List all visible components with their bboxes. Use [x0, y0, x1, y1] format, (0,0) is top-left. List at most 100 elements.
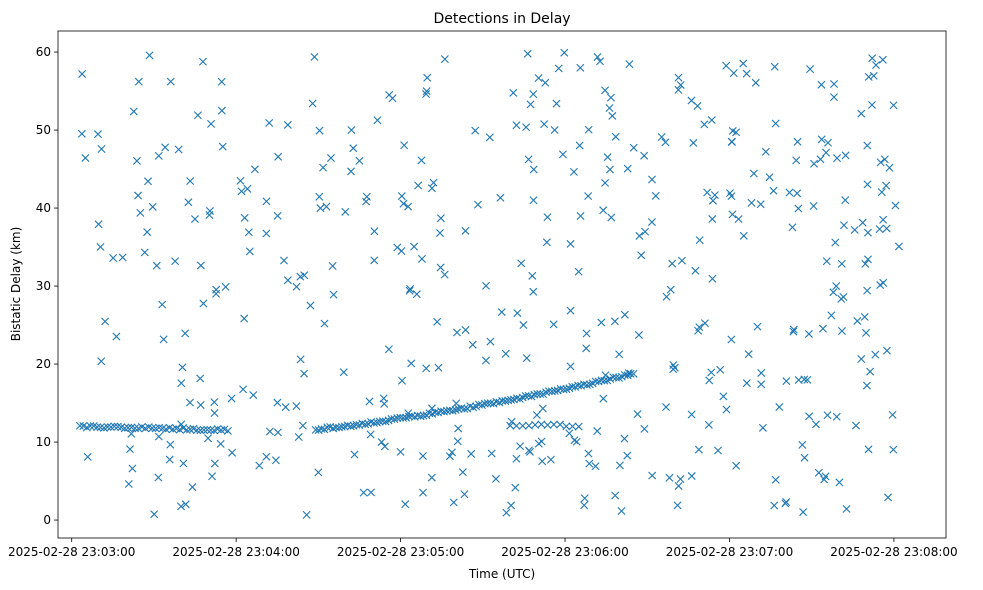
detection-point	[534, 74, 543, 83]
detection-point	[708, 274, 717, 283]
detection-point	[703, 188, 712, 197]
detection-point	[879, 215, 888, 224]
detection-point	[523, 49, 532, 58]
detection-point	[562, 422, 571, 431]
detection-point	[143, 228, 152, 237]
detection-point	[744, 350, 753, 359]
x-tick-label: 2025-02-28 23:04:00	[172, 545, 299, 559]
detection-point	[584, 449, 593, 458]
detection-point	[507, 417, 516, 426]
detection-point	[502, 508, 511, 517]
detection-point	[782, 377, 791, 386]
detection-point	[396, 447, 405, 456]
detection-point	[625, 60, 634, 69]
detection-point	[97, 145, 106, 154]
detection-point	[296, 272, 305, 281]
detection-point	[775, 403, 784, 412]
x-tick-label: 2025-02-28 23:07:00	[666, 545, 793, 559]
detection-point	[337, 422, 346, 431]
detection-point	[771, 119, 780, 128]
detection-point	[788, 223, 797, 232]
detection-point	[839, 221, 848, 230]
detection-point	[404, 409, 413, 418]
detection-point	[210, 459, 219, 468]
detection-point	[789, 327, 798, 336]
detection-point	[888, 410, 897, 419]
detection-point	[629, 143, 638, 152]
detection-point	[687, 410, 696, 419]
detection-point	[517, 259, 526, 268]
detection-point	[177, 502, 185, 511]
detection-point	[882, 346, 891, 355]
detection-point	[641, 227, 650, 236]
detection-point	[864, 72, 873, 81]
detection-point	[513, 309, 522, 318]
detection-point	[710, 191, 719, 200]
detection-point	[322, 202, 331, 211]
detection-point	[662, 292, 671, 301]
detection-point	[346, 422, 355, 431]
detection-point	[615, 461, 624, 470]
detection-point	[283, 276, 292, 285]
detection-point	[154, 432, 163, 441]
detection-point	[283, 120, 292, 129]
detection-point	[552, 99, 561, 108]
detection-point	[365, 397, 374, 406]
detection-point	[691, 266, 700, 275]
detection-point	[407, 359, 416, 368]
detection-point	[739, 231, 748, 240]
detection-point	[128, 464, 137, 473]
detection-point	[174, 145, 183, 154]
detection-point	[694, 445, 703, 454]
detection-point	[118, 253, 127, 262]
detection-point	[832, 412, 841, 421]
detection-point	[279, 256, 288, 265]
detection-point	[454, 404, 463, 413]
detection-point	[181, 329, 190, 338]
detection-point	[831, 238, 840, 247]
detection-point	[820, 475, 829, 484]
detection-point	[657, 133, 666, 141]
detection-point	[136, 208, 145, 217]
detection-point	[580, 501, 589, 510]
detection-point	[265, 118, 274, 127]
detection-point	[761, 147, 770, 156]
detection-point	[599, 394, 608, 403]
detection-point	[558, 150, 567, 159]
detection-point	[265, 427, 274, 436]
detection-point	[674, 481, 683, 490]
detection-point	[770, 501, 779, 510]
detection-point	[240, 314, 249, 323]
detection-point	[406, 284, 415, 293]
detection-point	[507, 501, 516, 510]
detection-point	[756, 200, 765, 209]
detection-point	[177, 420, 186, 429]
detection-point	[144, 177, 153, 186]
y-tick-label: 40	[36, 201, 51, 215]
detection-point	[556, 420, 565, 429]
detection-point	[150, 510, 159, 519]
detection-point	[186, 177, 195, 186]
detection-point	[250, 165, 259, 174]
detection-point	[359, 488, 368, 497]
detection-point	[326, 153, 335, 162]
detection-point	[884, 493, 893, 502]
detection-point	[601, 178, 610, 187]
detection-point	[154, 473, 163, 482]
detection-point	[603, 153, 612, 162]
detection-point	[582, 329, 591, 338]
detection-point	[648, 471, 657, 480]
detection-point	[447, 448, 456, 457]
detection-point	[634, 331, 643, 339]
detection-point	[863, 228, 872, 237]
detection-point	[576, 63, 585, 72]
detection-point	[440, 55, 449, 64]
detection-point	[877, 188, 886, 197]
detection-point	[132, 156, 141, 165]
detection-point	[528, 271, 537, 280]
detection-point	[574, 422, 583, 431]
detection-point	[793, 137, 802, 146]
detection-point	[635, 231, 644, 240]
detection-point	[770, 62, 779, 71]
